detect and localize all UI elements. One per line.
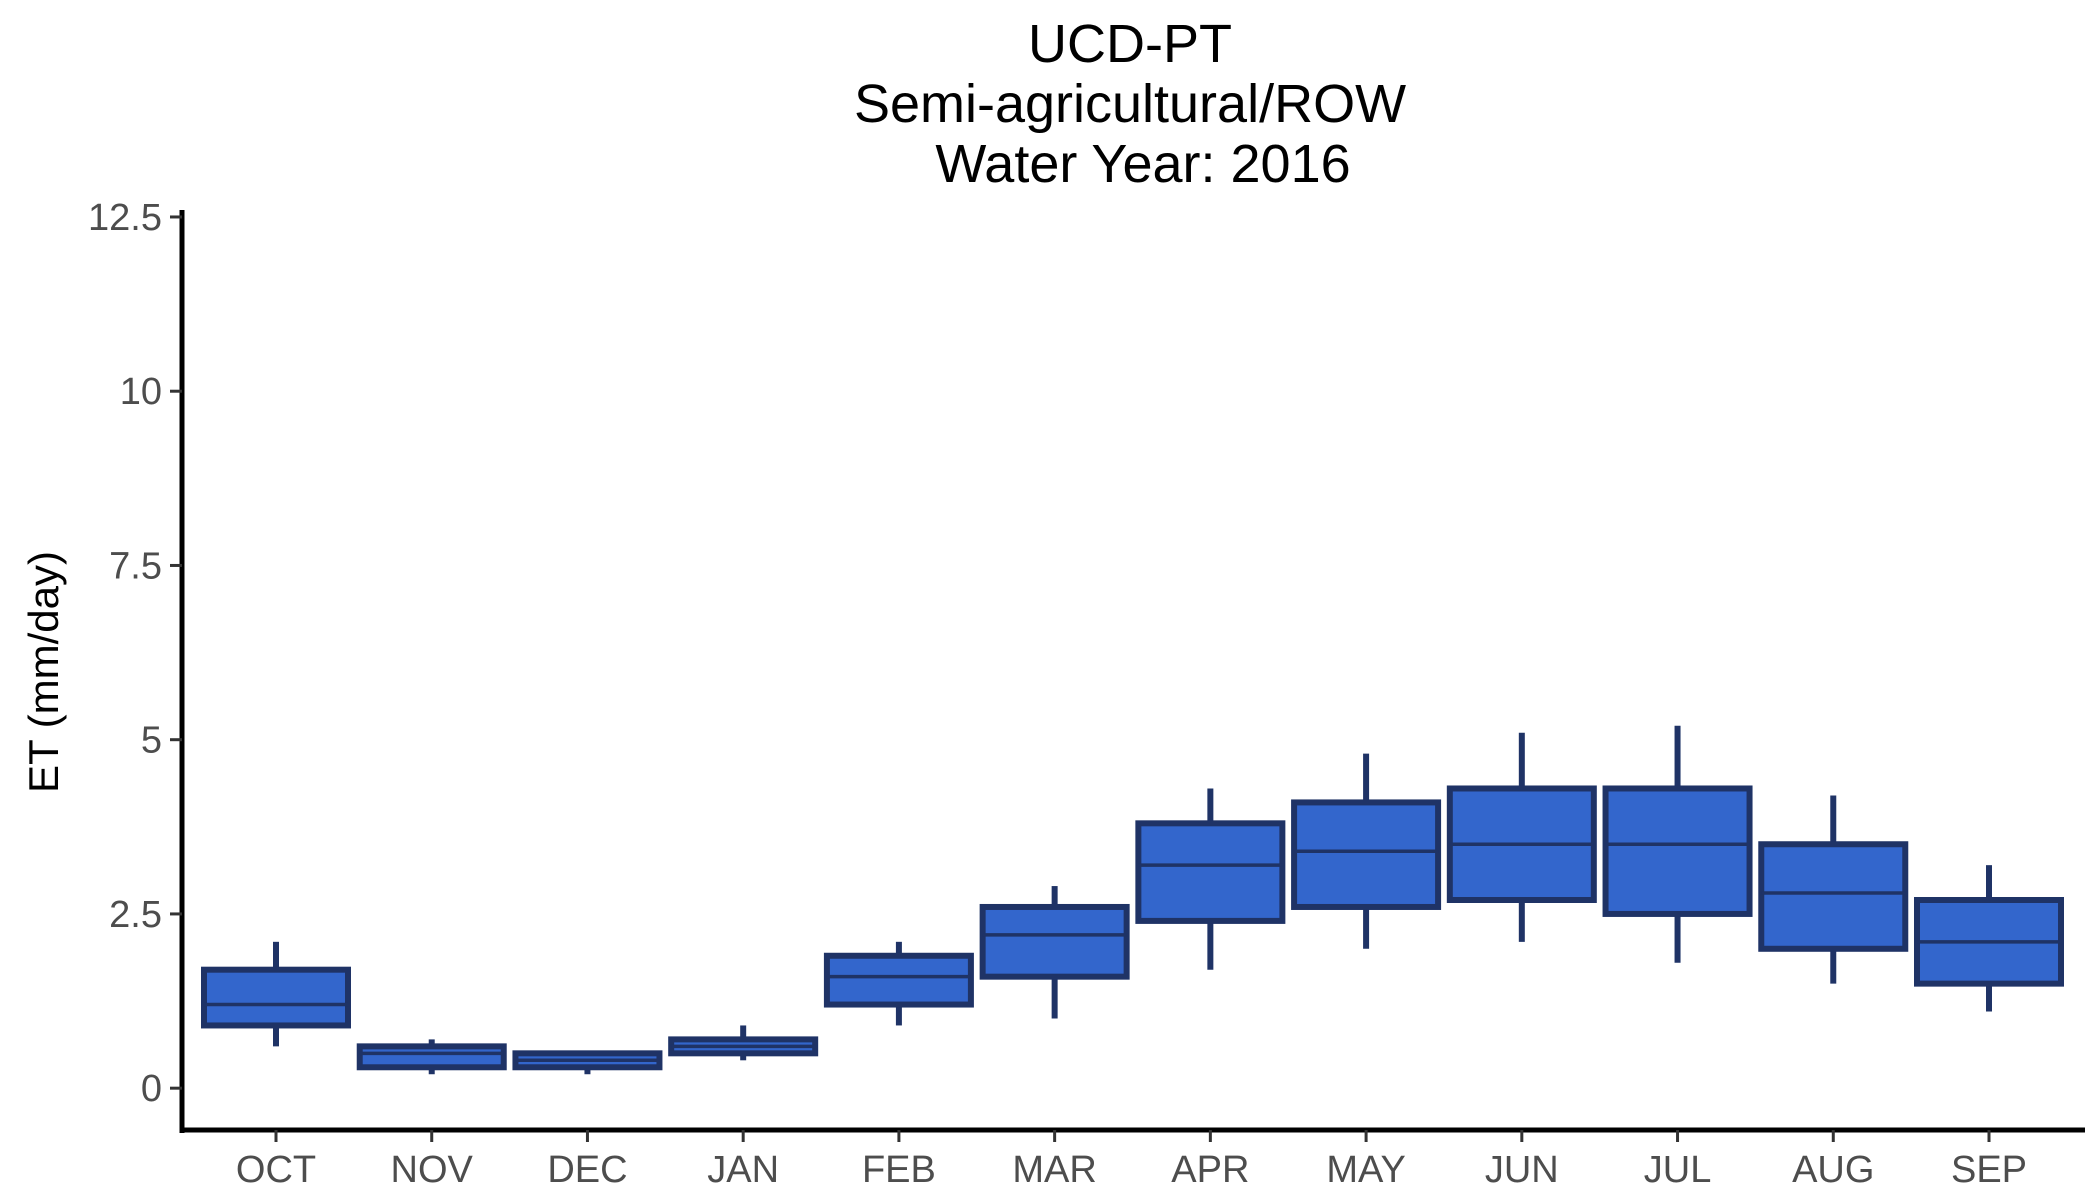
x-tick-label-apr: APR [1171,1149,1249,1191]
y-tick-label-1: 2.5 [109,894,162,936]
box-iqr-nov [356,1043,507,1071]
y-tick-label-4: 10 [120,371,162,413]
box-iqr-feb [823,952,974,1008]
x-tick-label-jan: JAN [707,1149,779,1191]
box-iqr-jul [1602,785,1753,917]
box-may [1291,753,1442,949]
x-tick-label-may: MAY [1326,1149,1406,1191]
box-dec [512,1050,663,1075]
box-jan [668,1025,819,1061]
box-sep [1914,865,2064,1012]
x-tick-label-jul: JUL [1644,1149,1712,1191]
box-apr [1135,788,1286,970]
plot-area: 0 2.5 5 7.5 10 12.5 OCT NOV DEC JAN FEB MAR APR MAY JU… [88,197,2085,1191]
box-jun [1446,732,1597,942]
x-tick-label-dec: DEC [547,1149,627,1191]
x-tick-label-mar: MAR [1012,1149,1096,1191]
box-oct [201,941,351,1047]
x-tick-label-nov: NOV [391,1149,474,1191]
box-iqr-aug [1758,841,1909,952]
x-tick-label-jun: JUN [1485,1149,1559,1191]
chart-title-line-1: UCD-PT [1028,14,1232,74]
box-iqr-may [1291,799,1442,910]
chart-title-line-2: Semi-agricultural/ROW [854,74,1406,134]
box-iqr-oct [201,966,351,1029]
box-feb [823,941,974,1026]
box-mar [979,886,1130,1019]
chart-title-line-3: Water Year: 2016 [935,134,1350,194]
y-tick-label-3: 7.5 [109,545,162,587]
x-tick-label-feb: FEB [862,1149,936,1191]
y-tick-label-0: 0 [141,1068,162,1110]
y-tick-label-2: 5 [141,720,162,762]
box-aug [1758,795,1909,984]
x-tick-label-aug: AUG [1792,1149,1874,1191]
y-tick-label-5: 12.5 [88,197,162,239]
y-axis-title: ET (mm/day) [20,551,67,793]
box-jul [1602,725,1753,963]
box-iqr-apr [1135,820,1286,924]
box-iqr-mar [979,903,1130,980]
x-tick-label-sep: SEP [1951,1149,2027,1191]
box-nov [356,1039,507,1075]
x-tick-label-oct: OCT [236,1149,316,1191]
chart-title: UCD-PT Semi-agricultural/ROW Water Year:… [854,14,1406,194]
